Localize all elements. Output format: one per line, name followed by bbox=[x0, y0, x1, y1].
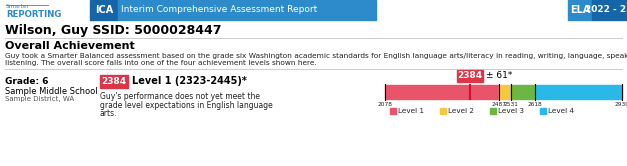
Text: Guy's performance does not yet meet the: Guy's performance does not yet meet the bbox=[100, 92, 260, 101]
Text: Sample Middle School: Sample Middle School bbox=[5, 87, 98, 96]
Bar bbox=[100, 75, 128, 88]
Bar bbox=[498, 85, 511, 99]
Bar bbox=[490, 108, 496, 114]
Text: ± 61*: ± 61* bbox=[486, 72, 512, 81]
Text: Sample District, WA: Sample District, WA bbox=[5, 96, 74, 102]
Text: Level 2: Level 2 bbox=[448, 108, 474, 114]
Text: Level 1: Level 1 bbox=[398, 108, 424, 114]
Bar bbox=[568, 0, 592, 20]
Bar bbox=[390, 108, 396, 114]
Bar bbox=[0, 0, 90, 20]
Bar bbox=[457, 70, 483, 82]
Text: 2384: 2384 bbox=[458, 72, 483, 81]
Bar bbox=[540, 108, 546, 114]
Text: Overall Achievement: Overall Achievement bbox=[5, 41, 135, 51]
Bar bbox=[592, 0, 627, 20]
Text: grade level expectations in English language: grade level expectations in English lang… bbox=[100, 100, 273, 110]
Text: Level 4: Level 4 bbox=[548, 108, 574, 114]
Text: Grade: 6: Grade: 6 bbox=[5, 77, 48, 86]
Text: 2618: 2618 bbox=[528, 102, 542, 107]
Text: 2930: 2930 bbox=[614, 102, 627, 107]
Bar bbox=[90, 0, 118, 20]
Text: ICA: ICA bbox=[95, 5, 113, 15]
Text: 2487: 2487 bbox=[492, 102, 506, 107]
Text: 2022 - 23: 2022 - 23 bbox=[586, 5, 627, 14]
Text: 2384: 2384 bbox=[102, 77, 127, 86]
Text: Level 1 (2323-2445)*: Level 1 (2323-2445)* bbox=[132, 77, 247, 86]
Text: Wilson, Guy SSID: 5000028447: Wilson, Guy SSID: 5000028447 bbox=[5, 24, 221, 37]
Text: arts.: arts. bbox=[100, 109, 117, 118]
Text: ELA: ELA bbox=[570, 5, 590, 15]
Bar bbox=[440, 108, 446, 114]
Text: REPORTING: REPORTING bbox=[6, 10, 61, 19]
Bar bbox=[511, 85, 535, 99]
Text: Guy took a Smarter Balanced assessment based on the grade six Washington academi: Guy took a Smarter Balanced assessment b… bbox=[5, 53, 627, 59]
Bar bbox=[535, 85, 622, 99]
Text: Interim Comprehensive Assessment Report: Interim Comprehensive Assessment Report bbox=[121, 5, 317, 14]
Text: 2078: 2078 bbox=[377, 102, 393, 107]
Text: Level 3: Level 3 bbox=[498, 108, 524, 114]
Text: 2531: 2531 bbox=[503, 102, 519, 107]
Text: Smarter: Smarter bbox=[6, 4, 30, 9]
Bar bbox=[385, 85, 498, 99]
Bar bbox=[118, 0, 376, 20]
Text: listening. The overall score falls into one of the four achievement levels shown: listening. The overall score falls into … bbox=[5, 60, 317, 67]
